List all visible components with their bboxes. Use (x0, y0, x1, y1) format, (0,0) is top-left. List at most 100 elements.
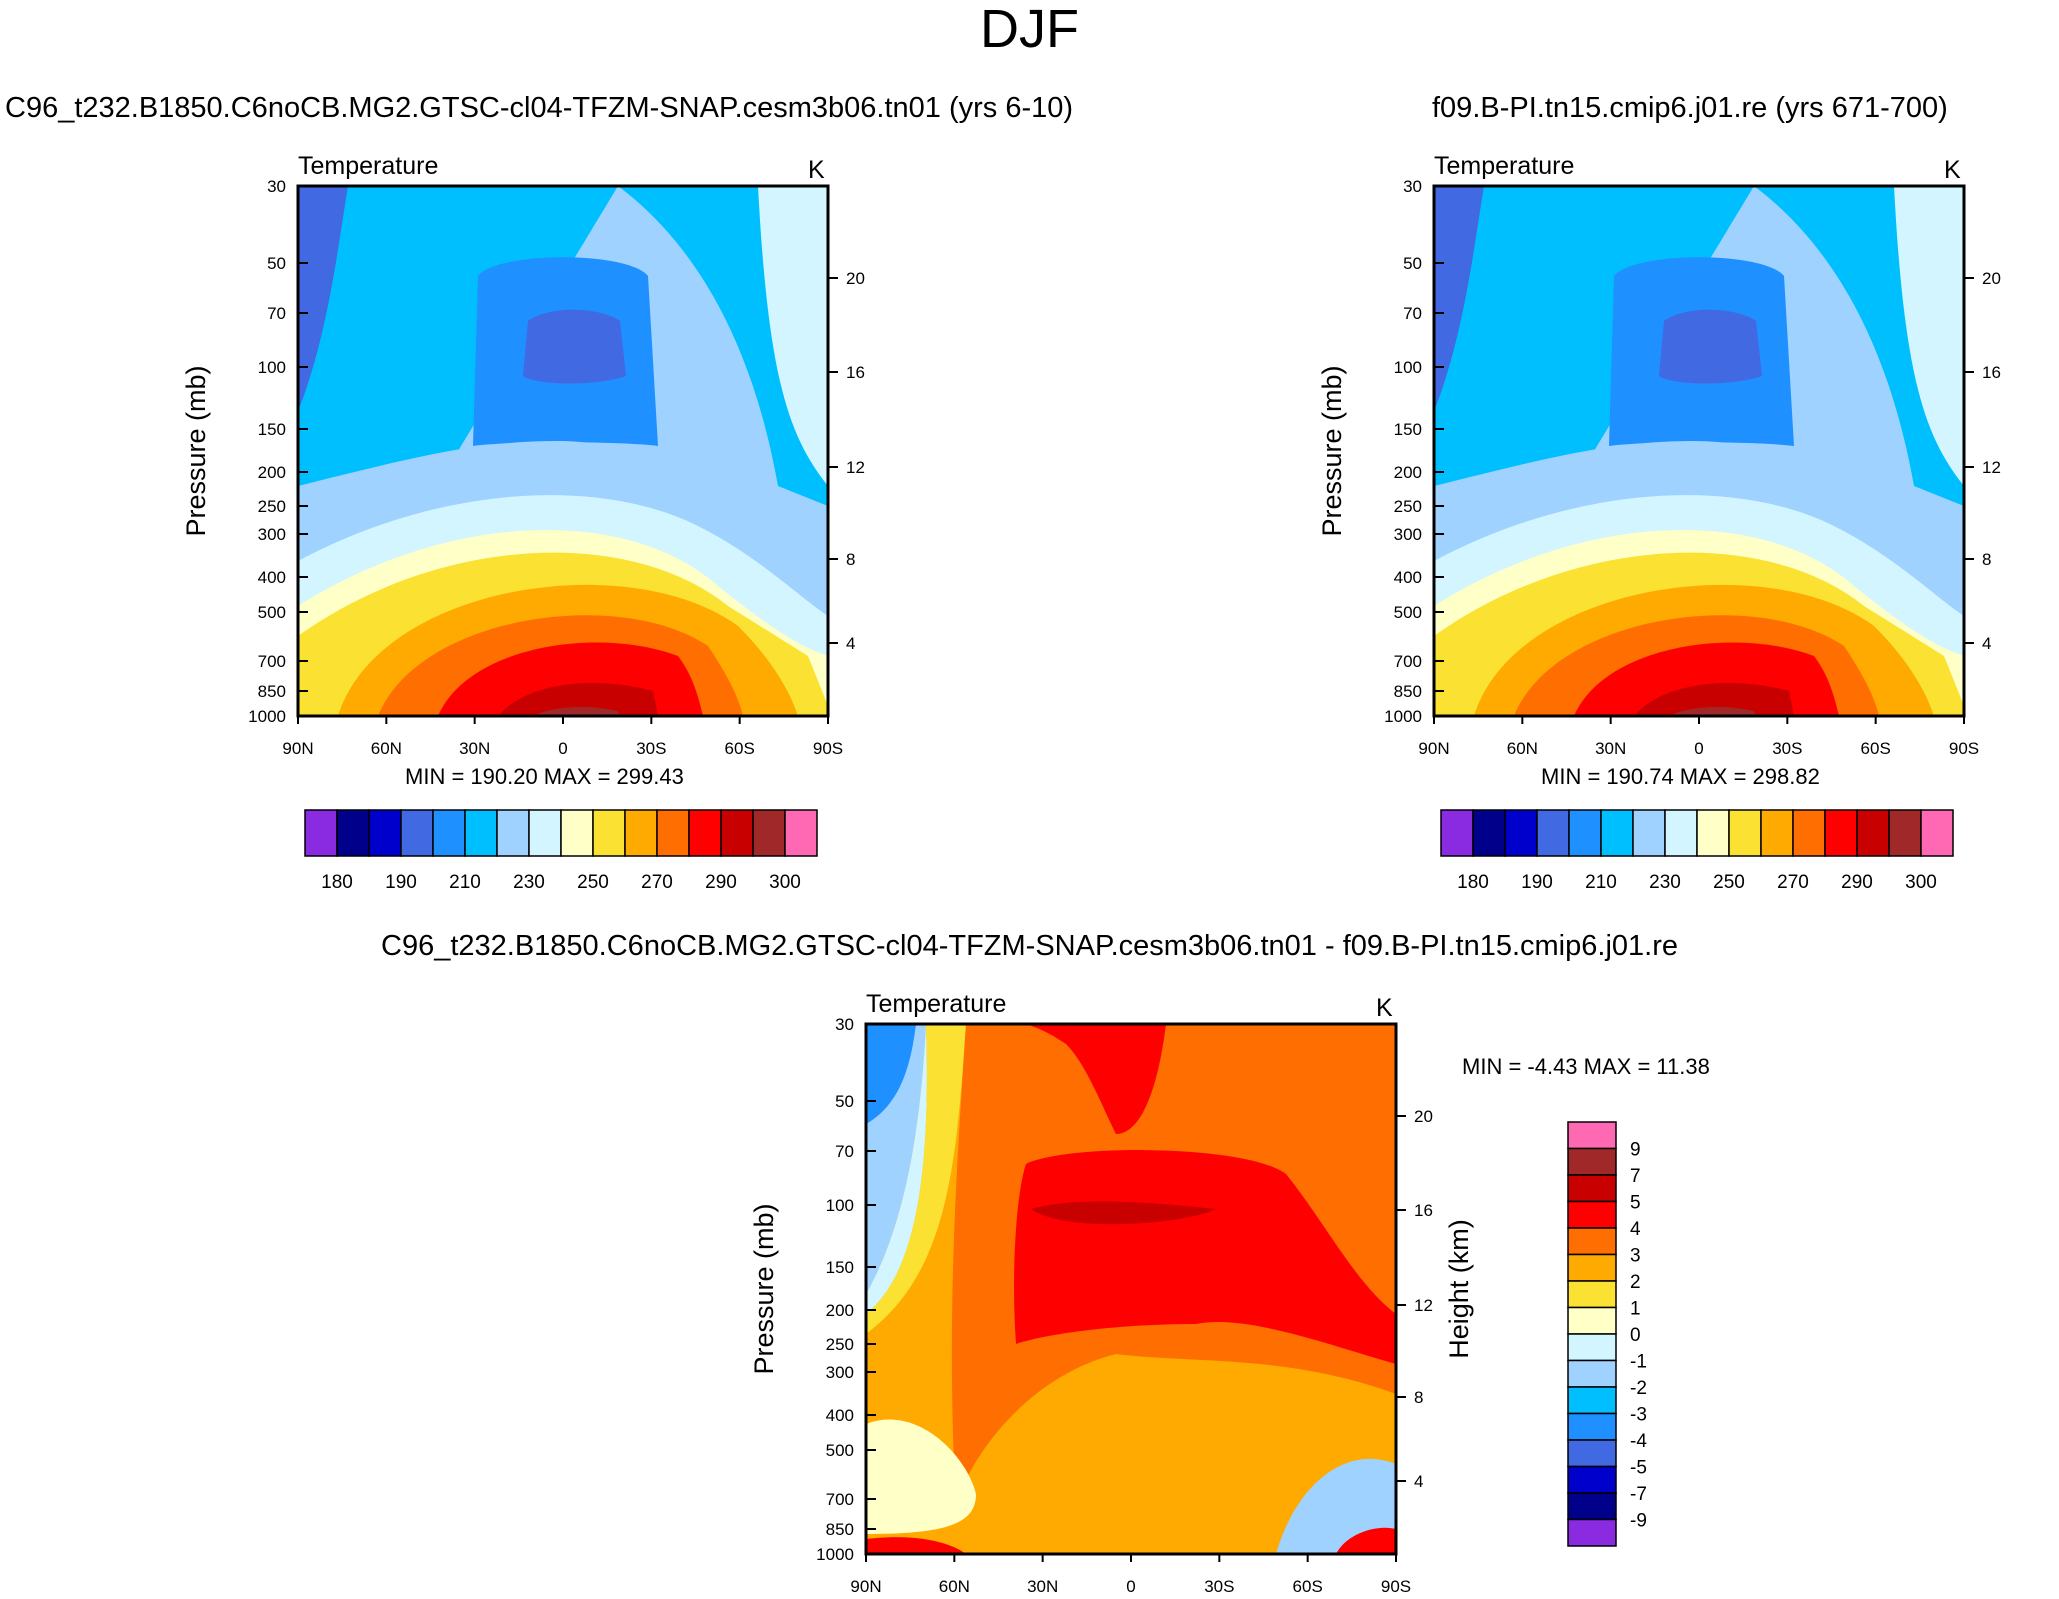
difference-colorbar-box (1567, 1200, 1617, 1229)
model-colorbar-label: 290 (705, 872, 737, 893)
difference-contour-band (1031, 1201, 1216, 1225)
reference-colorbar-label: 230 (1649, 872, 1681, 893)
reference-y-right-axis-label: Height (km) (2012, 381, 2016, 521)
model-x-tick-label: 30N (459, 739, 490, 758)
difference-colorbar-label: 9 (1630, 1140, 1641, 1161)
difference-colorbar-label: 7 (1630, 1166, 1641, 1187)
reference-contour-band (1434, 186, 1484, 411)
temperature-plot-reference: Temperature K3050701001502002503004005007… (1317, 152, 2016, 893)
difference-y-tick-label: 150 (826, 1258, 854, 1277)
model-colorbar-label: 190 (385, 872, 417, 893)
reference-colorbar-box (1728, 809, 1762, 857)
reference-colorbar-box (1472, 809, 1506, 857)
model-colorbar-box (304, 809, 338, 857)
reference-colorbar-box (1696, 809, 1730, 857)
difference-colorbar-box (1567, 1518, 1617, 1547)
model-colorbar-box (752, 809, 786, 857)
temperature-plot-difference: Temperature K3050701001502002503004005007… (749, 990, 1647, 1596)
reference-y-tick-label: 70 (1403, 304, 1422, 323)
reference-contour-band (1659, 309, 1762, 384)
reference-colorbar-box (1920, 809, 1954, 857)
model-colorbar-box (688, 809, 722, 857)
difference-y-right-tick-label: 4 (1414, 1472, 1423, 1491)
difference-y-tick-label: 100 (826, 1196, 854, 1215)
reference-y-tick-label: 250 (1394, 497, 1422, 516)
difference-contour-band (866, 1024, 916, 1124)
panel-title-top-right: f09.B-PI.tn15.cmip6.j01.re (yrs 671-700) (1432, 92, 1948, 124)
reference-colorbar-box (1568, 809, 1602, 857)
model-y-right-tick-label: 20 (846, 269, 865, 288)
difference-y-axis-label: Pressure (mb) (749, 1203, 779, 1374)
difference-colorbar-box (1567, 1280, 1617, 1309)
difference-contour-band (1026, 1024, 1166, 1134)
model-y-right-tick-label: 12 (846, 458, 865, 477)
model-colorbar-box (368, 809, 402, 857)
reference-y-tick-label: 300 (1394, 525, 1422, 544)
reference-y-tick-label: 100 (1394, 358, 1422, 377)
panel-title-top-left: C96_t232.B1850.C6noCB.MG2.GTSC-cl04-TFZM… (5, 92, 1074, 124)
difference-colorbar-label: -5 (1630, 1458, 1647, 1479)
model-contour-band (298, 186, 348, 411)
difference-x-tick-label: 0 (1126, 1577, 1135, 1596)
reference-x-tick-label: 0 (1694, 739, 1703, 758)
difference-y-tick-label: 200 (826, 1301, 854, 1320)
reference-colorbar-label: 270 (1777, 872, 1809, 893)
reference-y-tick-label: 150 (1394, 420, 1422, 439)
reference-colorbar-box (1856, 809, 1890, 857)
difference-colorbar-box (1567, 1174, 1617, 1203)
difference-y-tick-label: 400 (826, 1406, 854, 1425)
reference-y-tick-label: 200 (1394, 463, 1422, 482)
difference-y-tick-label: 30 (835, 1015, 854, 1034)
difference-y-tick-label: 70 (835, 1142, 854, 1161)
difference-y-tick-label: 500 (826, 1441, 854, 1460)
difference-colorbar-box (1567, 1253, 1617, 1282)
model-colorbar-box (528, 809, 562, 857)
model-colorbar-box (432, 809, 466, 857)
model-colorbar-box (592, 809, 626, 857)
difference-contour-band (866, 1024, 927, 1314)
reference-y-right-tick-label: 16 (1982, 363, 2001, 382)
model-contour-band (498, 683, 658, 716)
minmax-top-right: MIN = 190.74 MAX = 298.82 (1541, 764, 1820, 789)
difference-colorbar-box (1567, 1147, 1617, 1176)
difference-colorbar-box (1567, 1386, 1617, 1415)
model-colorbar-box (336, 809, 370, 857)
difference-colorbar-box (1567, 1412, 1617, 1441)
model-y-tick-label: 70 (267, 304, 286, 323)
difference-y-tick-label: 850 (826, 1520, 854, 1539)
difference-colorbar-box (1567, 1121, 1617, 1150)
reference-colorbar-label: 290 (1841, 872, 1873, 893)
model-colorbar-label: 210 (449, 872, 481, 893)
reference-x-tick-label: 90N (1418, 739, 1449, 758)
reference-colorbar-box (1664, 809, 1698, 857)
figure-title: DJF (980, 0, 1079, 59)
difference-colorbar-box (1567, 1306, 1617, 1335)
minmax-top-left: MIN = 190.20 MAX = 299.43 (405, 764, 684, 789)
reference-x-tick-label: 60N (1507, 739, 1538, 758)
model-y-right-tick-label: 16 (846, 363, 865, 382)
reference-y-tick-label: 1000 (1384, 707, 1422, 726)
difference-colorbar-label: 0 (1630, 1325, 1641, 1346)
difference-colorbar-label: 1 (1630, 1299, 1641, 1320)
panel-title-difference: C96_t232.B1850.C6noCB.MG2.GTSC-cl04-TFZM… (381, 930, 1678, 962)
difference-y-tick-label: 700 (826, 1490, 854, 1509)
model-y-tick-label: 50 (267, 254, 286, 273)
reference-colorbar-box (1440, 809, 1474, 857)
reference-colorbar-box (1600, 809, 1634, 857)
difference-contour-band (866, 1537, 966, 1554)
model-y-tick-label: 150 (258, 420, 286, 439)
model-colorbar-label: 270 (641, 872, 673, 893)
reference-colorbar-box (1536, 809, 1570, 857)
reference-y-tick-label: 30 (1403, 177, 1422, 196)
reference-x-tick-label: 30S (1772, 739, 1802, 758)
difference-colorbar-label: 2 (1630, 1272, 1641, 1293)
model-y-tick-label: 200 (258, 463, 286, 482)
difference-colorbar-label: -3 (1630, 1405, 1647, 1426)
reference-colorbar-label: 210 (1585, 872, 1617, 893)
model-colorbar-label: 250 (577, 872, 609, 893)
model-y-tick-label: 700 (258, 652, 286, 671)
model-contour-band (533, 706, 620, 716)
difference-y-tick-label: 250 (826, 1335, 854, 1354)
reference-contour-band (1634, 683, 1794, 716)
